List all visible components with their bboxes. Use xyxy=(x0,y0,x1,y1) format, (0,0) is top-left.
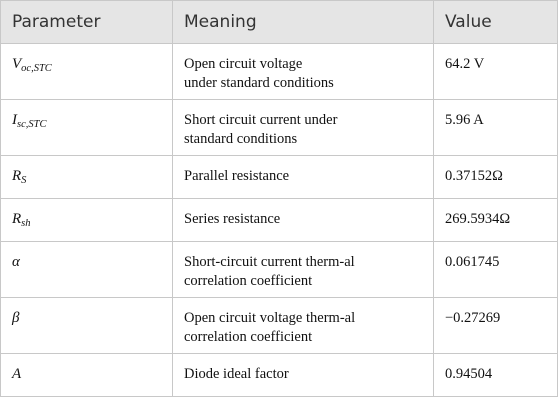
header-cell: Value xyxy=(433,0,558,44)
meaning-line: standard conditions xyxy=(184,131,298,147)
table-row: A Diode ideal factor 0.94504 xyxy=(0,353,558,397)
table-row: α Short-circuit current therm-al correlati… xyxy=(0,241,558,298)
table-row: RS Parallel resistance 0.37152Ω xyxy=(0,155,558,199)
parameter-cell: Isc,STC xyxy=(0,99,173,156)
meaning-cell: Short circuit current under standard cond… xyxy=(172,99,434,156)
parameter-cell: Rsh xyxy=(0,198,173,242)
symbol: β xyxy=(12,310,20,326)
value-cell: 5.96 A xyxy=(433,99,558,156)
symbol: I xyxy=(12,112,17,128)
meaning-line: Open circuit voltage therm-al xyxy=(184,310,356,326)
symbol: A xyxy=(12,366,22,382)
meaning-cell: Open circuit voltage under standard condi… xyxy=(172,43,434,100)
table-body: Voc,STC Open circuit voltage under standar… xyxy=(0,43,558,397)
meaning-line: Short-circuit current therm-al xyxy=(184,254,355,270)
meaning-cell: Diode ideal factor xyxy=(172,353,434,397)
meaning-cell: Series resistance xyxy=(172,198,434,242)
value-cell: −0.27269 xyxy=(433,297,558,354)
symbol-subscript: oc,STC xyxy=(21,63,52,74)
header-row: Parameter Meaning Value xyxy=(0,0,558,44)
meaning-line: Short circuit current under xyxy=(184,112,338,128)
parameter-cell: Voc,STC xyxy=(0,43,173,100)
meaning-line: Diode ideal factor xyxy=(184,366,289,382)
meaning-line: correlation coefficient xyxy=(184,273,313,289)
value-cell: 269.5934Ω xyxy=(433,198,558,242)
table-row: Voc,STC Open circuit voltage under standar… xyxy=(0,43,558,100)
meaning-cell: Parallel resistance xyxy=(172,155,434,199)
symbol-subscript: S xyxy=(21,175,27,186)
value-cell: 0.94504 xyxy=(433,353,558,397)
table-row: Rsh Series resistance 269.5934Ω xyxy=(0,198,558,242)
meaning-line: Parallel resistance xyxy=(184,168,290,184)
meaning-cell: Open circuit voltage therm-al correlation… xyxy=(172,297,434,354)
parameter-cell: α xyxy=(0,241,173,298)
value-cell: 0.37152Ω xyxy=(433,155,558,199)
table-row: Isc,STC Short circuit current under standa… xyxy=(0,99,558,156)
value-cell: 64.2 V xyxy=(433,43,558,100)
symbol-subscript: sc,STC xyxy=(17,119,47,130)
meaning-line: under standard conditions xyxy=(184,75,334,91)
symbol-subscript: sh xyxy=(21,218,31,229)
table-row: β Open circuit voltage therm-al correlatio… xyxy=(0,297,558,354)
header-cell: Parameter xyxy=(0,0,173,44)
parameter-cell: A xyxy=(0,353,173,397)
parameter-cell: RS xyxy=(0,155,173,199)
meaning-cell: Short-circuit current therm-al correlatio… xyxy=(172,241,434,298)
table-header: Parameter Meaning Value xyxy=(0,0,558,44)
meaning-line: Open circuit voltage xyxy=(184,56,303,72)
header-cell: Meaning xyxy=(172,0,434,44)
value-cell: 0.061745 xyxy=(433,241,558,298)
meaning-line: Series resistance xyxy=(184,211,281,227)
symbol: R xyxy=(12,168,22,184)
symbol: α xyxy=(12,254,20,270)
parameter-cell: β xyxy=(0,297,173,354)
meaning-line: correlation coefficient xyxy=(184,329,313,345)
symbol: R xyxy=(12,211,22,227)
symbol: V xyxy=(12,56,22,72)
